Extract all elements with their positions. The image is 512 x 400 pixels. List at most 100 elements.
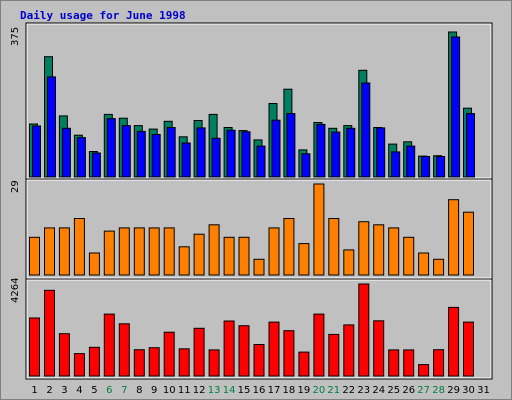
pages-bar-day-6 bbox=[103, 230, 115, 276]
sites-bar-day-25 bbox=[388, 349, 400, 377]
day-label-10: 10 bbox=[163, 385, 176, 396]
day-label-4: 4 bbox=[76, 385, 82, 396]
sites-bar-day-12 bbox=[193, 327, 205, 377]
files-bar-day-22 bbox=[346, 127, 356, 178]
files-bar-day-5 bbox=[91, 152, 101, 178]
pages-bar-day-13 bbox=[208, 224, 220, 276]
day-label-12: 12 bbox=[193, 385, 206, 396]
sites-bar-day-7 bbox=[118, 323, 130, 377]
sites-bar-day-10 bbox=[163, 331, 175, 377]
chart-title: Daily usage for June 1998 bbox=[20, 9, 186, 22]
day-label-16: 16 bbox=[253, 385, 266, 396]
day-label-21: 21 bbox=[327, 385, 340, 396]
files-bar-day-1 bbox=[32, 125, 41, 178]
day-label-1: 1 bbox=[31, 385, 37, 396]
sites-bar-day-3 bbox=[58, 333, 70, 377]
files-bar-day-18 bbox=[286, 113, 296, 178]
files-bar-day-19 bbox=[301, 153, 311, 178]
max-label-hits: 375 bbox=[10, 27, 21, 46]
pages-bar-day-27 bbox=[418, 252, 430, 276]
files-bar-day-29 bbox=[451, 36, 461, 178]
files-bar-day-6 bbox=[106, 118, 116, 178]
sites-bar-day-27 bbox=[418, 364, 430, 377]
day-label-8: 8 bbox=[136, 385, 142, 396]
day-label-20: 20 bbox=[313, 385, 326, 396]
sites-bar-day-28 bbox=[433, 349, 445, 377]
sites-bar-day-23 bbox=[358, 283, 370, 377]
files-bar-day-30 bbox=[466, 113, 475, 178]
sites-bar-day-20 bbox=[313, 313, 325, 377]
pages-bar-day-5 bbox=[88, 252, 100, 276]
pages-bar-day-21 bbox=[328, 218, 340, 276]
sites-bar-day-8 bbox=[133, 349, 145, 377]
pages-bar-day-29 bbox=[448, 199, 460, 276]
sites-bar-day-16 bbox=[253, 344, 265, 377]
files-bar-day-27 bbox=[421, 156, 431, 178]
pages-bar-day-4 bbox=[73, 218, 85, 276]
sites-bar-day-14 bbox=[223, 320, 235, 377]
files-bar-day-7 bbox=[121, 125, 131, 178]
files-bar-day-20 bbox=[316, 123, 326, 178]
day-label-29: 29 bbox=[447, 385, 460, 396]
sites-bar-day-22 bbox=[343, 324, 355, 377]
day-label-26: 26 bbox=[402, 385, 415, 396]
pages-bar-day-30 bbox=[463, 211, 474, 276]
day-label-7: 7 bbox=[121, 385, 127, 396]
day-label-6: 6 bbox=[106, 385, 112, 396]
files-bar-day-3 bbox=[61, 127, 71, 178]
day-label-22: 22 bbox=[342, 385, 355, 396]
sites-bar-day-5 bbox=[88, 346, 100, 377]
sites-bar-day-11 bbox=[178, 348, 190, 377]
files-bar-day-21 bbox=[331, 131, 341, 178]
day-label-27: 27 bbox=[417, 385, 430, 396]
pages-bar-day-26 bbox=[403, 236, 415, 276]
panel-highlight-2 bbox=[26, 279, 492, 379]
day-label-11: 11 bbox=[178, 385, 191, 396]
sites-bar-day-21 bbox=[328, 333, 340, 377]
sites-bar-day-1 bbox=[29, 317, 40, 377]
files-bar-day-2 bbox=[47, 76, 56, 178]
sites-bar-day-29 bbox=[448, 306, 460, 377]
files-bar-day-24 bbox=[376, 127, 386, 178]
sites-bar-day-26 bbox=[403, 349, 415, 377]
day-label-3: 3 bbox=[61, 385, 67, 396]
sites-bar-day-19 bbox=[298, 351, 310, 377]
pages-bar-day-1 bbox=[29, 236, 40, 276]
sites-bar-day-2 bbox=[44, 289, 55, 377]
day-label-31: 31 bbox=[477, 385, 490, 396]
pages-bar-day-16 bbox=[253, 258, 265, 276]
sites-bar-day-30 bbox=[463, 321, 474, 377]
files-bar-day-13 bbox=[211, 137, 221, 178]
files-bar-day-12 bbox=[196, 127, 206, 178]
sites-bar-day-13 bbox=[208, 349, 220, 377]
files-bar-day-10 bbox=[166, 127, 176, 178]
files-bar-day-17 bbox=[271, 119, 281, 178]
day-label-18: 18 bbox=[283, 385, 296, 396]
day-label-19: 19 bbox=[298, 385, 311, 396]
pages-bar-day-17 bbox=[268, 227, 280, 276]
day-label-17: 17 bbox=[268, 385, 281, 396]
files-bar-day-8 bbox=[136, 130, 146, 178]
panel-highlight-1 bbox=[26, 179, 492, 279]
max-label-sites: 4264 bbox=[10, 278, 21, 303]
pages-bar-day-28 bbox=[433, 258, 445, 276]
pages-bar-day-22 bbox=[343, 249, 355, 276]
files-bar-day-28 bbox=[436, 156, 446, 178]
pages-bar-day-23 bbox=[358, 221, 370, 276]
day-label-15: 15 bbox=[238, 385, 251, 396]
day-label-24: 24 bbox=[372, 385, 385, 396]
pages-bar-day-2 bbox=[44, 227, 55, 276]
panel-highlight-0 bbox=[26, 23, 492, 179]
day-label-30: 30 bbox=[462, 385, 475, 396]
pages-bar-day-19 bbox=[298, 243, 310, 276]
files-bar-day-23 bbox=[361, 82, 371, 178]
files-bar-day-25 bbox=[391, 151, 401, 178]
pages-bar-day-20 bbox=[313, 183, 325, 276]
pages-bar-day-12 bbox=[193, 233, 205, 276]
sites-bar-day-9 bbox=[148, 347, 160, 377]
files-bar-day-26 bbox=[406, 145, 416, 178]
pages-bar-day-8 bbox=[133, 227, 145, 276]
sites-bar-day-4 bbox=[73, 353, 85, 377]
